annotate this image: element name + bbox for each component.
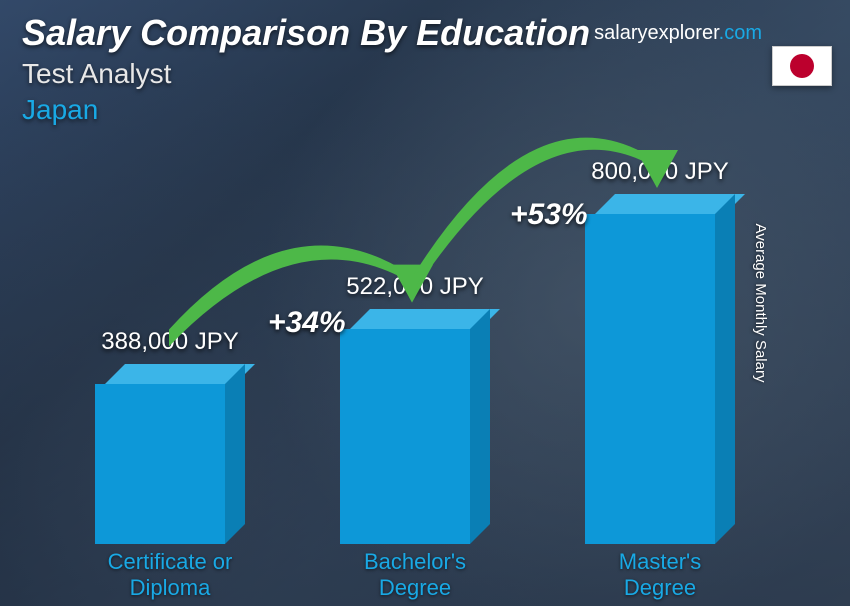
pct-label-0: +34% xyxy=(268,306,346,340)
bar-cert xyxy=(95,364,245,544)
bar-front xyxy=(340,329,470,544)
brand-name: salaryexplorer xyxy=(594,22,719,44)
bar-bachelor xyxy=(340,309,490,544)
bar-label-master: Master'sDegree xyxy=(550,549,770,600)
bar-label-cert: Certificate orDiploma xyxy=(60,549,280,600)
chart-subtitle: Test Analyst xyxy=(22,58,171,90)
bar-value-bachelor: 522,000 JPY xyxy=(315,273,515,301)
bar-chart: 388,000 JPY Certificate orDiploma 522,000 … xyxy=(0,136,820,606)
bar-side xyxy=(225,364,245,544)
pct-label-1: +53% xyxy=(510,198,588,232)
bar-front xyxy=(585,214,715,544)
bar-label-bachelor: Bachelor'sDegree xyxy=(305,549,525,600)
chart-location: Japan xyxy=(22,94,98,126)
infographic-stage: Salary Comparison By Education Test Anal… xyxy=(0,0,850,606)
bar-front xyxy=(95,384,225,544)
bar-value-cert: 388,000 JPY xyxy=(70,328,270,356)
country-flag xyxy=(772,46,832,86)
bar-side xyxy=(715,194,735,544)
flag-dot-icon xyxy=(790,54,814,78)
chart-title: Salary Comparison By Education xyxy=(22,12,590,54)
bar-master xyxy=(585,194,735,544)
brand-logo: salaryexplorer.com xyxy=(594,22,762,45)
bar-side xyxy=(470,309,490,544)
brand-domain: .com xyxy=(719,22,762,44)
bar-value-master: 800,000 JPY xyxy=(560,158,760,186)
